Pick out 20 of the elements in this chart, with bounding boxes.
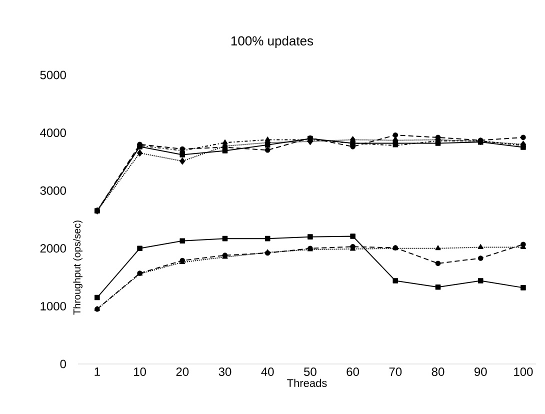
- x-axis-title: Threads: [287, 378, 327, 387]
- x-tick-label: 20: [176, 368, 189, 376]
- y-tick-label: 0: [60, 360, 66, 368]
- x-tick-label: 100: [514, 368, 533, 376]
- x-tick-label: 70: [389, 368, 402, 376]
- x-tick-label: 30: [218, 368, 232, 376]
- x-tick-label: 1: [94, 368, 100, 376]
- y-tick-label: 2000: [40, 244, 66, 253]
- x-tick-label: 50: [304, 368, 316, 376]
- y-tick-label: 5000: [40, 70, 66, 80]
- x-tick-label: 80: [432, 368, 444, 376]
- y-axis-title: Throughput (ops/sec): [73, 220, 82, 315]
- y-tick-label: 1000: [40, 302, 66, 310]
- x-tick-label: 90: [474, 368, 487, 376]
- x-tick-label: 60: [346, 368, 360, 376]
- chart-title: 100% updates: [231, 36, 314, 48]
- x-tick-label: 40: [261, 368, 274, 376]
- y-tick-label: 4000: [40, 128, 66, 138]
- x-tick-label: 10: [134, 368, 146, 376]
- y-tick-label: 3000: [40, 186, 66, 195]
